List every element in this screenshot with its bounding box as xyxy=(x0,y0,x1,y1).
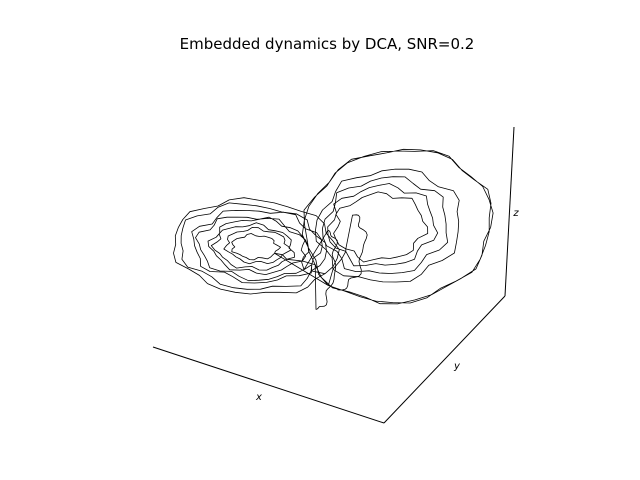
z-axis-label: z xyxy=(512,208,519,219)
trajectory-series xyxy=(173,148,494,310)
3d-axes xyxy=(152,126,515,424)
chart-title: Embedded dynamics by DCA, SNR=0.2 xyxy=(180,35,475,53)
z-axis-line xyxy=(504,126,515,297)
x-axis-line xyxy=(152,346,385,424)
x-axis-label: x xyxy=(255,392,262,403)
trajectory-line xyxy=(173,148,494,310)
y-axis-label: y xyxy=(453,361,461,372)
y-axis-line xyxy=(383,295,506,424)
